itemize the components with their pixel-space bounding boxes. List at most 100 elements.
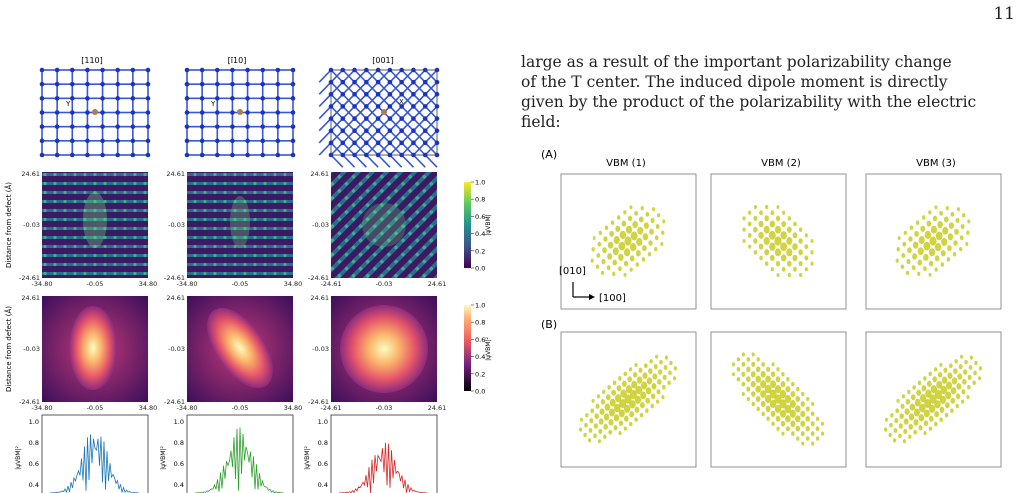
- isosurface-panel: [865, 331, 1002, 468]
- right-figure: (A) (B) VBM (1) VBM (2) VBM (3) [010] [1…: [541, 148, 1002, 468]
- tick-label: 0.8: [29, 439, 39, 447]
- heatmap-row2-2: [187, 172, 293, 278]
- page-number: 11: [993, 4, 1015, 24]
- structure-title: [ī10]: [228, 56, 247, 65]
- tick-label: 1.0: [174, 418, 184, 426]
- text-line: large as a result of the important polar…: [521, 53, 952, 71]
- colorbar-label: |ψVBM|²: [485, 337, 492, 361]
- tick-label: -0.03: [168, 221, 185, 229]
- tick-label: 0.6: [29, 460, 39, 468]
- tick-label: 24.61: [428, 280, 447, 288]
- axis-label-010: [010]: [559, 266, 586, 277]
- tick-label: -24.61: [308, 398, 329, 406]
- colorbar-label: |ψVBM|: [485, 214, 492, 235]
- tick-label: -24.61: [321, 404, 342, 412]
- colorbar-tick: 0.0: [475, 388, 485, 396]
- ylabel-distance: Distance from defect (Å): [4, 182, 13, 268]
- colorbar-tick: 0.4: [475, 353, 485, 361]
- tick-label: 1.0: [29, 418, 39, 426]
- tick-label: 0.6: [318, 460, 328, 468]
- ylabel-distance: Distance from defect (Å): [4, 306, 13, 392]
- text-line: given by the product of the polarizabili…: [521, 93, 977, 111]
- tick-label: 0.6: [174, 460, 184, 468]
- tick-label: -24.61: [19, 274, 40, 282]
- tick-label: 0.4: [174, 481, 184, 489]
- tick-label: 24.61: [310, 170, 329, 178]
- vbm-title: VBM (3): [916, 158, 956, 169]
- tick-label: 1.0: [318, 418, 328, 426]
- tick-label: -24.61: [321, 280, 342, 288]
- tick-label: -24.61: [164, 398, 185, 406]
- colorbar-1: [464, 182, 471, 268]
- tick-label: 0.4: [318, 481, 328, 489]
- line-plot: 1.0 0.8 0.6 0.4 |ψVBM|²: [160, 414, 294, 493]
- structure-title: [110]: [81, 56, 103, 65]
- colorbar-tick: 0.0: [475, 265, 485, 273]
- tick-label: 24.61: [21, 294, 40, 302]
- tick-label: -0.05: [87, 280, 104, 288]
- tick-label: -0.03: [312, 345, 329, 353]
- plot-ylabel: |ψVBM|²: [160, 446, 167, 470]
- colorbar-tick: 0.6: [475, 336, 485, 344]
- plot-ylabel: |ψVBM|²: [15, 446, 22, 470]
- axis-letter: Y: [65, 100, 71, 108]
- plot-ylabel: |ψVBM|²: [304, 446, 311, 470]
- tick-label: -0.05: [232, 280, 249, 288]
- colorbar-tick: 0.2: [475, 370, 485, 378]
- tick-label: 34.80: [139, 280, 158, 288]
- colorbar-tick: 0.2: [475, 247, 485, 255]
- tick-label: 24.61: [428, 404, 447, 412]
- panel-label-a: (A): [541, 148, 557, 161]
- colorbar-tick: 0.6: [475, 213, 485, 221]
- axis-letter: X: [399, 98, 404, 106]
- structure-panel: X: [318, 67, 440, 168]
- tick-label: -0.03: [168, 345, 185, 353]
- axis-label-100: [100]: [599, 293, 626, 304]
- tick-label: -0.03: [23, 345, 40, 353]
- vbm-title: VBM (2): [761, 158, 801, 169]
- tick-label: -0.03: [312, 221, 329, 229]
- colorbar-tick: 1.0: [475, 179, 485, 187]
- tick-label: -34.80: [32, 404, 53, 412]
- colorbar-tick: 0.4: [475, 230, 485, 238]
- tick-label: -24.61: [308, 274, 329, 282]
- isosurface-panel: [710, 331, 847, 468]
- isosurface-panel: [560, 331, 697, 468]
- tick-label: -0.03: [376, 280, 393, 288]
- text-line: of the T center. The induced dipole mome…: [521, 73, 948, 91]
- structure-panel: Y: [184, 67, 296, 158]
- axis-letter: Y: [210, 100, 216, 108]
- tick-label: 34.80: [139, 404, 158, 412]
- tick-label: 24.61: [166, 170, 185, 178]
- tick-label: -0.03: [23, 221, 40, 229]
- tick-label: -0.03: [376, 404, 393, 412]
- heatmap-row2-3: [331, 172, 437, 278]
- line-plot: 1.0 0.8 0.6 0.4 |ψVBM|²: [304, 414, 438, 493]
- colorbar-tick: 0.8: [475, 319, 485, 327]
- body-text: large as a result of the important polar…: [521, 52, 1013, 132]
- tick-label: -34.80: [177, 404, 198, 412]
- structure-panel: Y: [39, 67, 151, 158]
- tick-label: 24.61: [166, 294, 185, 302]
- tick-label: 0.8: [318, 439, 328, 447]
- isosurface-panel: [710, 173, 847, 310]
- tick-label: -0.05: [87, 404, 104, 412]
- tick-label: 0.8: [174, 439, 184, 447]
- text-line: field:: [521, 113, 561, 131]
- tick-label: 0.4: [29, 481, 39, 489]
- tick-label: 34.80: [284, 280, 303, 288]
- tick-label: -34.80: [177, 280, 198, 288]
- tick-label: -34.80: [32, 280, 53, 288]
- colorbar-2: [464, 305, 471, 391]
- tick-label: -24.61: [164, 274, 185, 282]
- heatmap-row2-1: [42, 172, 148, 278]
- tick-label: 24.61: [310, 294, 329, 302]
- isosurface-panel: [865, 173, 1002, 310]
- tick-label: 34.80: [284, 404, 303, 412]
- structure-title: [001]: [372, 56, 394, 65]
- vbm-title: VBM (1): [606, 158, 646, 169]
- colorbar-tick: 0.8: [475, 196, 485, 204]
- line-plot: 1.0 0.8 0.6 0.4 |ψVBM|²: [15, 414, 149, 493]
- colorbar-tick: 1.0: [475, 302, 485, 310]
